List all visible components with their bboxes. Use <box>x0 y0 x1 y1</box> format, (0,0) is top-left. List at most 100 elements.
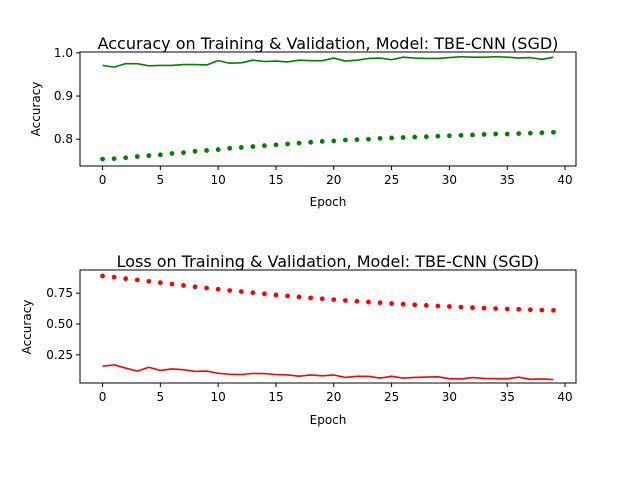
loss-dotted-series-point <box>204 285 210 291</box>
loss-x-tick-label: 15 <box>268 390 283 404</box>
accuracy-dotted-series-point <box>504 131 510 137</box>
loss-dotted-series-point <box>296 294 302 300</box>
loss-dotted-series-point <box>319 296 325 302</box>
loss-dotted-series-point <box>134 277 140 283</box>
loss-axes-frame <box>79 269 577 384</box>
accuracy-x-tick-label: 15 <box>268 173 283 187</box>
accuracy-dotted-series-point <box>100 156 105 162</box>
loss-axis-ticks: 0 5 10 15 20 25 30 35 40 0.25 0.50 0.75 <box>46 286 572 404</box>
accuracy-dotted-series-point <box>134 154 140 159</box>
accuracy-dotted-series-point <box>354 137 360 143</box>
loss-dotted-series-point <box>389 301 394 306</box>
loss-dotted-series-point <box>157 280 163 286</box>
loss-dotted-series-point <box>377 300 383 306</box>
loss-dotted-series-point <box>285 293 290 299</box>
accuracy-x-tick-label: 30 <box>442 173 457 187</box>
loss-x-tick-label: 40 <box>557 390 572 404</box>
accuracy-dotted-series-point <box>423 134 429 140</box>
loss-x-tick-label: 5 <box>157 390 165 404</box>
accuracy-dotted-series-point <box>435 133 441 139</box>
accuracy-dotted-series-point <box>273 142 279 148</box>
loss-dotted-series-point <box>146 278 152 284</box>
accuracy-dotted-series-point <box>447 133 452 139</box>
accuracy-y-axis-label: Accuracy <box>29 82 43 137</box>
accuracy-dotted-series-point <box>250 144 256 149</box>
loss-dotted-series-point <box>493 306 499 312</box>
loss-x-tick-label: 20 <box>326 390 341 404</box>
loss-x-tick-label: 10 <box>211 390 226 404</box>
loss-dotted-series-point <box>447 304 452 309</box>
loss-dotted-series-point <box>366 299 371 305</box>
accuracy-dotted-series-point <box>481 132 487 137</box>
accuracy-x-tick-label: 20 <box>326 173 341 187</box>
accuracy-dotted-series-point <box>331 138 337 144</box>
accuracy-x-tick-label: 5 <box>157 173 165 187</box>
accuracy-x-tick-label: 0 <box>99 173 107 187</box>
accuracy-x-tick-label: 25 <box>384 173 399 187</box>
loss-x-tick-label: 0 <box>99 390 107 404</box>
loss-dotted-series-point <box>331 297 337 303</box>
loss-dotted-series-point <box>458 304 464 310</box>
accuracy-y-tick-label: 0.9 <box>54 89 73 103</box>
loss-dotted-series-point <box>435 303 441 309</box>
loss-dotted-series-point <box>470 305 475 311</box>
accuracy-plot-marks <box>100 55 556 162</box>
loss-dotted-series-point <box>123 276 129 282</box>
accuracy-y-tick-label: 0.8 <box>54 132 73 146</box>
accuracy-chart-title: Accuracy on Training & Validation, Model… <box>98 34 559 53</box>
accuracy-dotted-series-point <box>366 136 371 142</box>
loss-dotted-series-point <box>527 307 533 313</box>
accuracy-dotted-series-point <box>296 140 302 146</box>
accuracy-subplot: Accuracy on Training & Validation, Model… <box>29 34 577 209</box>
accuracy-dotted-series-point <box>146 153 152 159</box>
accuracy-dotted-series-point <box>308 139 314 145</box>
loss-chart-title: Loss on Training & Validation, Model: TB… <box>117 252 540 271</box>
accuracy-dotted-series-point <box>262 143 267 149</box>
accuracy-x-tick-label: 40 <box>557 173 572 187</box>
accuracy-dotted-series-point <box>319 138 325 144</box>
loss-y-axis-label: Accuracy <box>20 300 34 355</box>
loss-dotted-series-point <box>400 301 406 307</box>
accuracy-x-tick-label: 35 <box>500 173 515 187</box>
loss-dotted-series-point <box>262 291 267 297</box>
accuracy-dotted-series-point <box>516 131 522 137</box>
loss-dotted-series-point <box>551 307 556 313</box>
loss-dotted-series-point <box>308 295 314 301</box>
loss-dotted-series-point <box>238 289 244 294</box>
accuracy-dotted-series-point <box>169 151 175 156</box>
accuracy-dotted-series-point <box>192 148 198 154</box>
loss-dotted-series-point <box>412 302 418 308</box>
accuracy-dotted-series-point <box>285 141 290 147</box>
accuracy-dotted-series-point <box>238 145 244 150</box>
loss-dotted-series-point <box>215 286 221 292</box>
accuracy-dotted-series-point <box>111 156 117 162</box>
accuracy-dotted-series-point <box>470 132 475 138</box>
accuracy-dotted-series-point <box>377 135 383 141</box>
loss-dotted-series-point <box>516 306 522 312</box>
loss-x-tick-label: 30 <box>442 390 457 404</box>
accuracy-y-tick-label: 1.0 <box>54 46 73 60</box>
accuracy-dotted-series-point <box>157 152 163 158</box>
accuracy-axes-frame <box>79 51 577 167</box>
loss-dotted-series-point <box>169 281 175 287</box>
loss-dotted-series-point <box>354 298 360 304</box>
loss-dotted-series-point <box>539 307 545 313</box>
accuracy-axis-ticks: 0 5 10 15 20 25 30 35 40 0.8 0.9 1.0 <box>54 46 573 187</box>
loss-y-tick-label: 0.50 <box>46 317 73 331</box>
accuracy-dotted-series-point <box>181 150 186 156</box>
loss-dotted-series-point <box>192 284 198 290</box>
accuracy-dotted-series-point <box>204 148 210 153</box>
loss-y-tick-label: 0.75 <box>46 286 73 300</box>
accuracy-x-tick-label: 10 <box>211 173 226 187</box>
accuracy-dotted-series-point <box>215 147 221 152</box>
accuracy-dotted-series-point <box>412 134 418 140</box>
accuracy-dotted-series-point <box>123 155 129 161</box>
accuracy-dotted-series-point <box>342 137 348 143</box>
loss-dotted-series-point <box>273 292 279 298</box>
accuracy-dotted-series-point <box>389 135 394 141</box>
loss-dotted-series-point <box>111 274 117 280</box>
loss-x-tick-label: 35 <box>500 390 515 404</box>
loss-solid-series-line <box>102 364 554 381</box>
